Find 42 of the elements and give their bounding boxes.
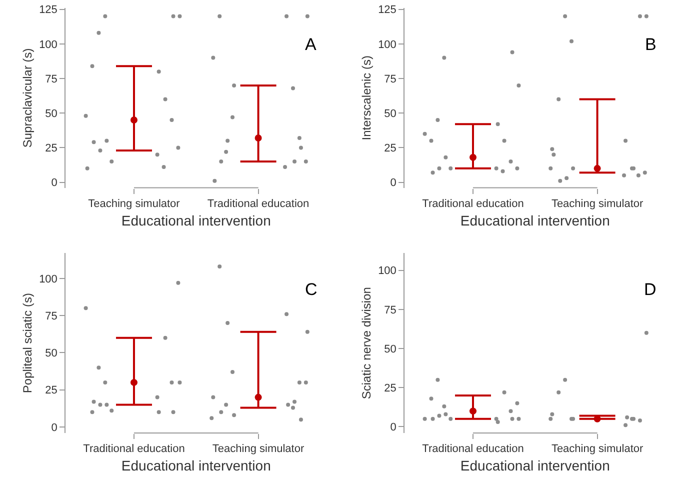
annotation: B: [645, 35, 656, 54]
y-tick-label: 100: [39, 38, 58, 51]
x-tick-label: Traditional education: [83, 443, 185, 456]
x-tick-label: Teaching simulator: [551, 443, 644, 456]
x-tick-label: Traditional education: [422, 198, 524, 210]
y-tick-label: 50: [384, 108, 396, 120]
y-axis-title: Popliteal sciatic (s): [20, 293, 34, 394]
y-tick-label: 25: [384, 382, 396, 394]
x-axis-title: Educational intervention: [460, 212, 610, 228]
y-tick-label: 75: [384, 304, 396, 316]
y-tick-label: 100: [378, 265, 396, 278]
y-tick-label: 25: [45, 384, 58, 397]
y-tick-label: 75: [384, 73, 396, 86]
y-tick-label: 0: [51, 422, 58, 434]
annotation: C: [305, 280, 318, 299]
y-axis-title: Supraclavicular (s): [20, 48, 34, 148]
x-tick-label: Teaching simulator: [88, 198, 180, 210]
annotation: D: [644, 280, 656, 299]
x-tick-label: Teaching simulator: [551, 198, 644, 210]
annotation: A: [305, 35, 317, 54]
x-tick-label: Traditional education: [207, 198, 310, 210]
y-tick-label: 75: [45, 310, 58, 322]
y-tick-label: 75: [45, 73, 58, 86]
y-tick-label: 100: [39, 273, 58, 286]
y-tick-label: 0: [390, 177, 396, 190]
y-axis-title: Interscalenic (s): [359, 56, 374, 140]
y-tick-label: 50: [45, 348, 58, 360]
y-tick-label: 25: [45, 142, 58, 155]
x-tick-label: Traditional education: [422, 443, 524, 456]
y-tick-label: 0: [51, 177, 58, 190]
y-tick-label: 50: [45, 108, 58, 120]
y-tick-label: 100: [378, 38, 396, 51]
x-axis-title: Educational intervention: [121, 457, 271, 474]
y-tick-label: 125: [39, 4, 58, 16]
y-tick-label: 125: [378, 4, 396, 16]
x-tick-label: Teaching simulator: [212, 443, 304, 456]
x-axis-title: Educational intervention: [460, 457, 610, 474]
y-tick-label: 50: [384, 343, 396, 356]
x-axis-title: Educational intervention: [121, 212, 271, 228]
y-axis-title: Sciatic nerve division: [359, 287, 374, 400]
y-tick-label: 25: [384, 142, 396, 155]
y-tick-label: 0: [390, 422, 396, 434]
